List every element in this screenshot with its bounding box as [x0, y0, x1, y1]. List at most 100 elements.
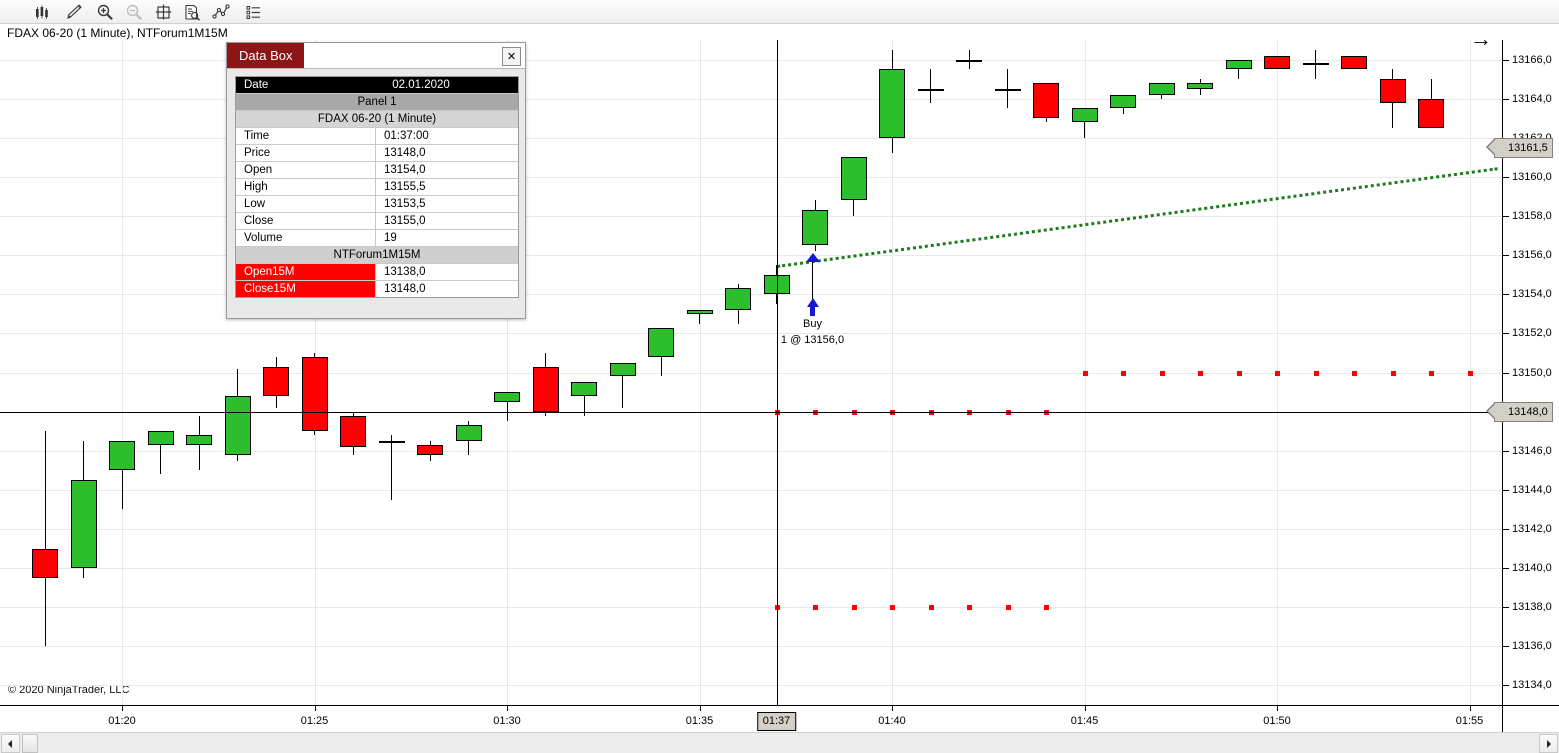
data-box-value: 13154,0	[384, 164, 426, 176]
line-chart-icon[interactable]	[209, 2, 233, 22]
indicator-dot	[1275, 370, 1280, 376]
price-tick-label: 13164,0	[1512, 92, 1552, 105]
horizontal-gridline	[0, 137, 1502, 139]
candlestick	[494, 40, 520, 705]
candle-body	[994, 88, 1021, 91]
candlestick	[917, 40, 944, 705]
candle-body	[1187, 83, 1213, 89]
candlestick	[725, 40, 751, 705]
price-tick	[1503, 450, 1509, 452]
candle-body	[1379, 79, 1406, 103]
candle-body	[147, 431, 174, 445]
candle-wick	[968, 49, 970, 70]
candlestick	[70, 40, 97, 705]
data-box-section-header: NTForum1M15M	[236, 247, 518, 264]
indicator-dot	[1082, 370, 1088, 376]
data-box-key: Open	[236, 162, 376, 178]
scroll-thumb[interactable]	[22, 734, 38, 753]
candle-body	[340, 415, 366, 447]
price-tick	[1503, 294, 1509, 296]
vertical-gridline	[507, 40, 508, 705]
candle-body	[70, 480, 97, 569]
price-tick-label: 13156,0	[1512, 249, 1552, 262]
draw-pencil-icon[interactable]	[62, 2, 86, 22]
data-box-icon[interactable]	[180, 2, 204, 22]
crosshair-grid-icon[interactable]	[151, 2, 175, 22]
candle-wick	[1084, 108, 1085, 138]
chart-toolbar	[0, 0, 1559, 24]
price-tick-label: 13160,0	[1512, 170, 1552, 183]
zoom-in-icon[interactable]	[93, 2, 117, 22]
candle-body	[1033, 83, 1059, 119]
data-box-grid: Date 02.01.2020 Panel 1 FDAX 06-20 (1 Minut…	[235, 76, 519, 298]
time-tick	[507, 706, 508, 711]
data-box-key: Low	[236, 196, 376, 212]
candlestick	[1341, 40, 1367, 705]
candle-body	[109, 440, 135, 471]
candle-body	[417, 444, 443, 455]
bar-chart-icon[interactable]	[30, 2, 54, 22]
candle-body	[224, 395, 251, 455]
price-tick	[1503, 646, 1509, 648]
scroll-right-button[interactable]	[1539, 734, 1558, 753]
scroll-left-button[interactable]	[1, 734, 20, 753]
list-icon[interactable]	[241, 2, 265, 22]
candlestick	[1110, 40, 1136, 705]
candle-wick	[391, 435, 392, 500]
data-box-window[interactable]: Data Box ✕ Date 02.01.2020 Panel 1 FDAX 06-…	[226, 42, 526, 319]
candle-wick	[506, 392, 508, 422]
data-box-title: Data Box	[227, 43, 305, 68]
indicator-dot	[1236, 370, 1242, 376]
data-box-key: Close	[236, 213, 376, 229]
indicator-dot	[1467, 370, 1473, 376]
crosshair-vertical	[776, 40, 778, 705]
horizontal-gridline	[0, 450, 1502, 452]
indicator-dot	[967, 605, 972, 611]
price-axis[interactable]: 13166,013164,013162,013160,013158,013156…	[1486, 40, 1559, 705]
candlestick	[340, 40, 366, 705]
horizontal-gridline	[0, 607, 1502, 609]
horizontal-gridline	[0, 528, 1502, 530]
price-tick-label: 13144,0	[1512, 483, 1552, 496]
indicator-dot	[1121, 370, 1126, 376]
last-price-marker[interactable]: 13161,5	[1486, 137, 1553, 158]
data-box-value: 13148,0	[384, 283, 426, 295]
data-box-row: High 13155,5	[236, 179, 518, 196]
price-tick-label: 13146,0	[1512, 444, 1552, 457]
vertical-gridline	[699, 40, 701, 705]
data-box-key: High	[236, 179, 376, 195]
candle-body	[956, 59, 982, 62]
crosshair-price-marker[interactable]: 13148,0	[1486, 401, 1553, 422]
crosshair-time-marker[interactable]: 01:37	[756, 712, 797, 731]
price-tick	[1503, 528, 1509, 530]
candlestick	[378, 40, 405, 705]
time-tick-label: 01:20	[108, 715, 136, 727]
data-box-titlebar[interactable]: Data Box ✕	[227, 43, 525, 69]
time-tick	[699, 706, 701, 711]
price-tick-label: 13142,0	[1512, 522, 1552, 535]
price-tick-label: 13138,0	[1512, 601, 1552, 614]
time-tick	[122, 706, 123, 711]
data-box-section-header: FDAX 06-20 (1 Minute)	[236, 111, 518, 128]
indicator-dot	[851, 605, 857, 611]
price-tick-label: 13140,0	[1512, 562, 1552, 575]
time-tick	[1277, 706, 1278, 711]
candlestick	[1264, 40, 1290, 705]
vertical-gridline	[122, 40, 123, 705]
horizontal-scrollbar[interactable]	[0, 732, 1559, 753]
candlestick	[686, 40, 713, 705]
candle-wick	[699, 309, 700, 324]
price-tick	[1503, 489, 1509, 491]
candlestick	[802, 40, 828, 705]
horizontal-gridline	[0, 98, 1502, 100]
horizontal-gridline	[0, 255, 1502, 257]
close-icon[interactable]: ✕	[502, 47, 521, 66]
candle-body	[532, 366, 559, 412]
time-axis[interactable]: 01:20 01:25 01:30 01:35 01:40 01:45 01:50 01:55…	[0, 705, 1502, 733]
candlestick	[1302, 40, 1329, 705]
data-box-value: 13138,0	[384, 266, 426, 278]
horizontal-gridline	[0, 294, 1502, 296]
chart-plot-area[interactable]: Buy 1 @ 13156,0	[0, 40, 1502, 705]
candlestick	[263, 40, 289, 705]
